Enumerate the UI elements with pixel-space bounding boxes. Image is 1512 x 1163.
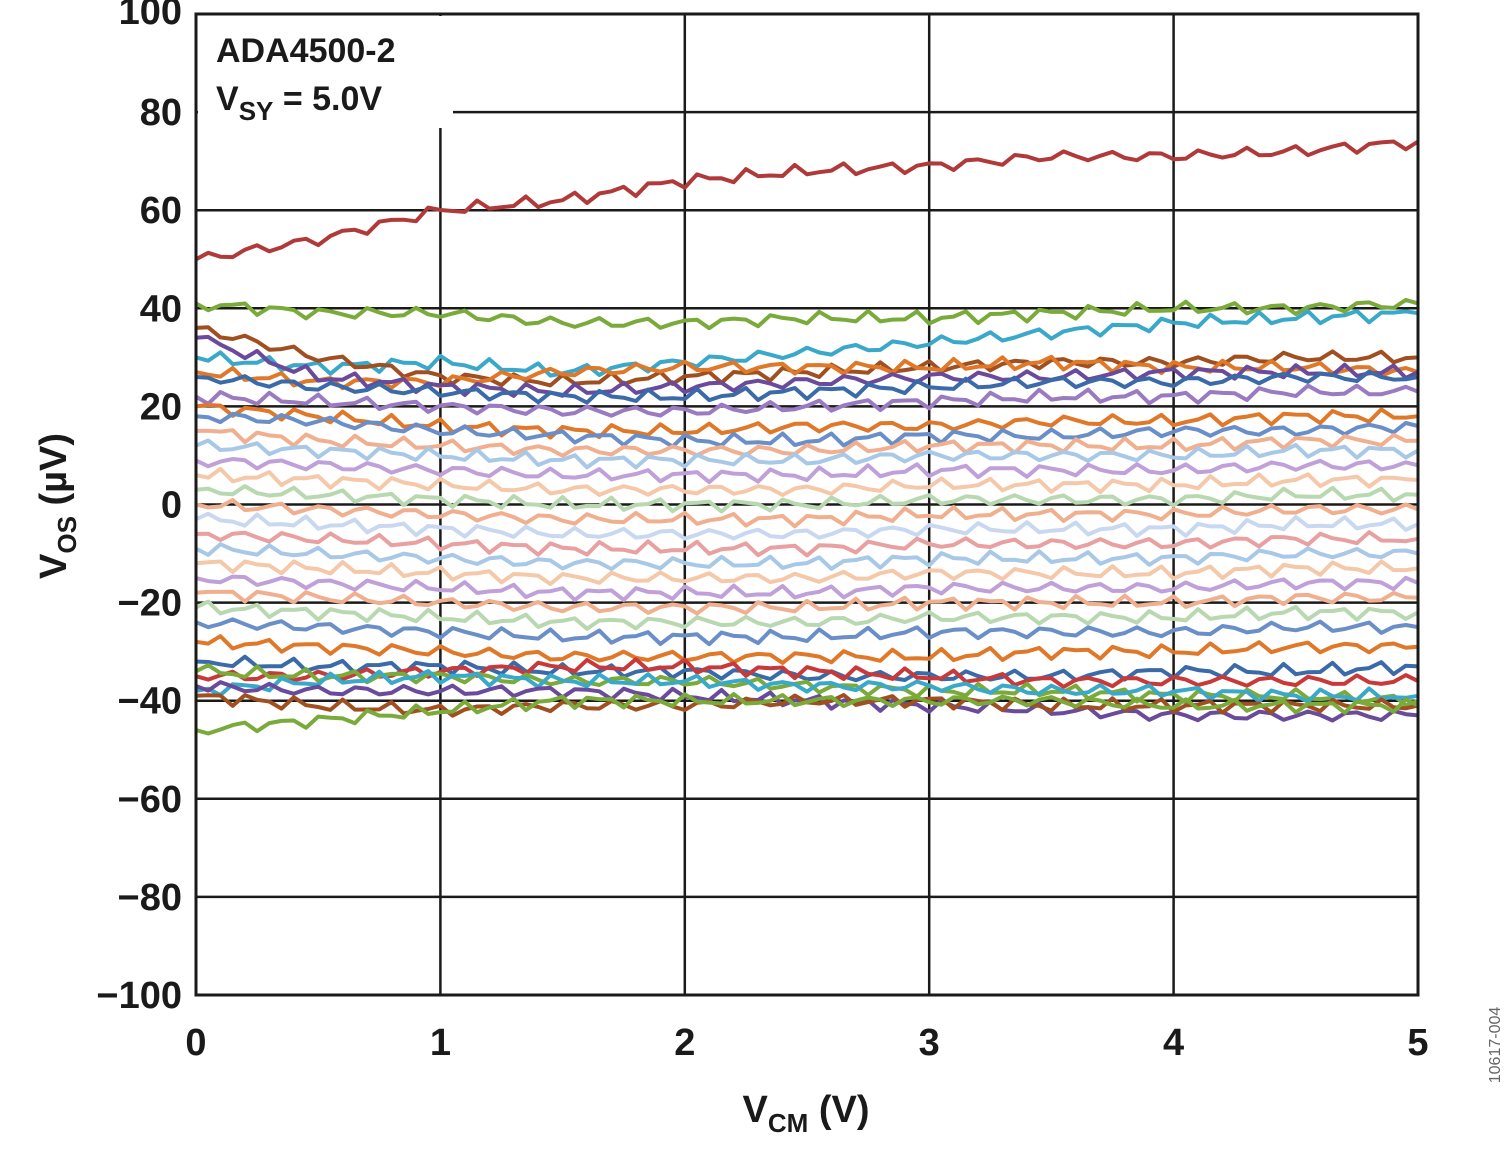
annotation-supply: VSY = 5.0V: [216, 80, 382, 126]
x-tick-label: 5: [1407, 1022, 1428, 1064]
y-tick-label: 100: [119, 0, 182, 33]
annotation-supply-rest: = 5.0V: [273, 80, 382, 118]
series-line-23: [195, 599, 1419, 631]
series-line-2: [195, 297, 1419, 331]
x-tick-label: 0: [185, 1022, 206, 1064]
x-tick-label: 4: [1163, 1022, 1184, 1064]
series-line-7: [195, 369, 1419, 405]
y-axis-label-rest: (µV): [33, 433, 75, 516]
x-axis-label-main: V: [742, 1089, 768, 1131]
series-line-9: [195, 403, 1419, 440]
y-axis-label: VOS (µV): [33, 433, 82, 579]
series-line-21: [195, 574, 1419, 602]
series-line-13: [195, 457, 1419, 485]
series-line-22: [195, 589, 1419, 616]
series-line-6: [195, 334, 1419, 398]
annotation-part: ADA4500-2: [216, 32, 396, 70]
x-axis-label: VCM (V): [742, 1089, 869, 1138]
annotation-supply-main: V: [216, 80, 239, 118]
series-line-4: [195, 325, 1419, 388]
series-line-8: [194, 383, 1419, 418]
x-tick-label: 3: [919, 1022, 940, 1064]
series-line-17: [195, 511, 1419, 541]
y-tick-label: −20: [118, 583, 182, 625]
series-line-25: [195, 634, 1419, 665]
y-tick-label: −40: [118, 681, 182, 723]
series-line-14: [195, 466, 1419, 497]
y-tick-label: 40: [140, 288, 182, 330]
plot-border: [194, 12, 1420, 997]
y-axis-label-main: V: [33, 553, 75, 579]
grid: [196, 14, 1418, 995]
series-line-20: [195, 559, 1419, 586]
x-tick-label: 1: [430, 1022, 451, 1064]
series-line-11: [195, 428, 1419, 458]
annotation-supply-sub: SY: [239, 96, 274, 126]
series-line-12: [195, 438, 1419, 470]
y-tick-label: 20: [140, 386, 182, 428]
annotation-box: [198, 16, 453, 128]
series-line-24: [195, 617, 1419, 647]
x-axis-label-sub: CM: [768, 1108, 808, 1138]
y-tick-label: 80: [140, 92, 182, 134]
series-line-15: [195, 484, 1419, 514]
series-line-26: [195, 654, 1419, 683]
y-tick-label: −80: [118, 877, 182, 919]
x-tick-label: 2: [674, 1022, 695, 1064]
x-axis-label-rest: (V): [808, 1089, 869, 1131]
series-line-1: [195, 139, 1420, 262]
series-line-10: [195, 411, 1419, 449]
y-axis-label-sub: OS: [52, 516, 82, 554]
series-group: [194, 139, 1420, 736]
series-line-3: [195, 309, 1419, 378]
y-tick-label: −100: [96, 975, 182, 1017]
series-line-29: [195, 669, 1419, 704]
annotation-background: [198, 16, 453, 128]
series-line-18: [195, 530, 1419, 558]
y-tick-label: −60: [118, 779, 182, 821]
y-tick-label: 60: [140, 190, 182, 232]
series-line-32: [195, 692, 1419, 736]
series-line-16: [195, 498, 1419, 529]
y-tick-label: 0: [161, 485, 182, 527]
tick-labels: 0 1 2 3 4 5 −100 −80 −60 −40 −20 0 20 40 60 80 100: [96, 0, 1428, 1064]
figure-id: 10617-004: [1487, 1007, 1504, 1084]
series-line-19: [195, 542, 1419, 571]
